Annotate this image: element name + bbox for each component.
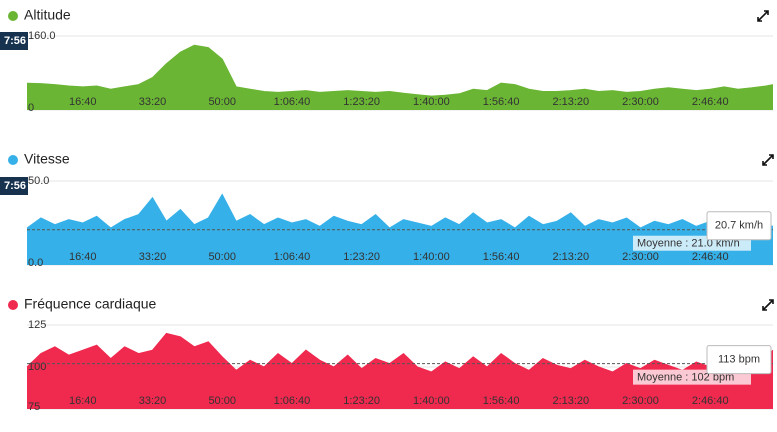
- x-tick-label: 2:30:00: [622, 96, 659, 108]
- x-tick-label: 33:20: [139, 96, 167, 108]
- tooltip: 20.7 km/h: [715, 220, 763, 232]
- legend-dot: [8, 155, 18, 165]
- y-tick-label: 100: [28, 361, 46, 373]
- cursor-label: 7:56: [4, 180, 26, 192]
- area-line: [26, 44, 774, 97]
- area-fill: [27, 333, 773, 409]
- average-label: Moyenne : 102 bpm: [637, 372, 734, 384]
- x-tick-label: 1:56:40: [483, 96, 520, 108]
- x-tick-label: 2:13:20: [552, 96, 589, 108]
- cursor-label: 7:56: [4, 35, 26, 47]
- x-tick-label: 2:46:40: [692, 96, 729, 108]
- legend-dot: [8, 11, 18, 21]
- x-tick-label: 1:56:40: [483, 251, 520, 263]
- y-tick-label: 0.0: [28, 257, 43, 269]
- x-tick-label: 2:46:40: [692, 395, 729, 407]
- x-tick-label: 2:13:20: [552, 251, 589, 263]
- cursor-box: [0, 32, 28, 50]
- x-tick-label: 1:23:20: [343, 96, 380, 108]
- cursor-box: [0, 177, 28, 195]
- area-line: [26, 332, 774, 373]
- y-tick-label: 75: [28, 401, 40, 413]
- legend-dot: [8, 300, 18, 310]
- tooltip-box: [706, 345, 772, 375]
- x-tick-label: 1:40:00: [413, 96, 450, 108]
- x-tick-label: 16:40: [69, 395, 97, 407]
- x-tick-label: 1:23:20: [343, 251, 380, 263]
- tooltip-box: [706, 211, 772, 241]
- x-tick-label: 2:46:40: [692, 251, 729, 263]
- expand-icon[interactable]: [757, 10, 769, 22]
- tooltip: 113 bpm: [718, 354, 760, 366]
- x-tick-label: 2:30:00: [622, 395, 659, 407]
- x-tick-label: 1:06:40: [274, 251, 311, 263]
- area-line: [26, 193, 774, 229]
- y-tick-label: 0: [28, 102, 34, 114]
- y-tick-label: 160.0: [28, 30, 56, 42]
- chart-title: Altitude: [24, 7, 71, 23]
- x-tick-label: 1:40:00: [413, 395, 450, 407]
- y-tick-label: 125: [28, 319, 46, 331]
- chart-title: Fréquence cardiaque: [24, 296, 157, 312]
- x-tick-label: 1:06:40: [274, 96, 311, 108]
- x-tick-label: 2:13:20: [552, 395, 589, 407]
- expand-icon[interactable]: [762, 299, 774, 311]
- x-tick-label: 1:23:20: [343, 395, 380, 407]
- x-tick-label: 2:30:00: [622, 251, 659, 263]
- x-tick-label: 50:00: [208, 251, 236, 263]
- area-fill: [27, 45, 773, 110]
- chart-title: Vitesse: [24, 151, 70, 167]
- x-tick-label: 1:06:40: [274, 395, 311, 407]
- x-tick-label: 50:00: [208, 395, 236, 407]
- x-tick-label: 33:20: [139, 395, 167, 407]
- x-tick-label: 16:40: [69, 251, 97, 263]
- expand-icon[interactable]: [762, 154, 774, 166]
- x-tick-label: 33:20: [139, 251, 167, 263]
- x-tick-label: 50:00: [208, 96, 236, 108]
- x-tick-label: 1:56:40: [483, 395, 520, 407]
- y-tick-label: 50.0: [28, 175, 49, 187]
- x-tick-label: 16:40: [69, 96, 97, 108]
- average-label: Moyenne : 21.0 km/h: [637, 238, 740, 250]
- x-tick-label: 1:40:00: [413, 251, 450, 263]
